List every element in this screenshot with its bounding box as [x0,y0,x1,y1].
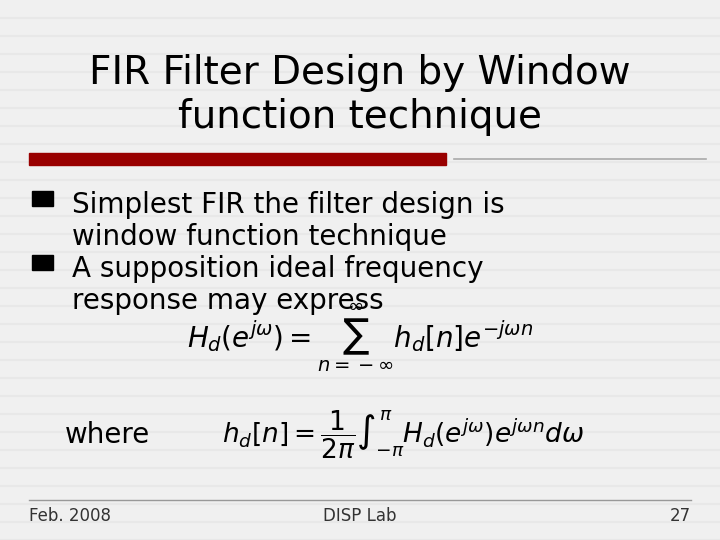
Bar [32,191,53,206]
Text: 27: 27 [670,507,691,525]
Text: $h_d[n] = \dfrac{1}{2\pi}\int_{-\pi}^{\pi} H_d(e^{j\omega})e^{j\omega n}d\omega$: $h_d[n] = \dfrac{1}{2\pi}\int_{-\pi}^{\p… [222,408,585,461]
Text: $H_d(e^{j\omega}) = \sum_{n=-\infty}^{\infty} h_d[n]e^{-j\omega n}$: $H_d(e^{j\omega}) = \sum_{n=-\infty}^{\i… [187,301,533,374]
Text: where: where [65,421,150,449]
Bar [29,153,446,165]
Text: FIR Filter Design by Window
function technique: FIR Filter Design by Window function tec… [89,54,631,136]
Text: DISP Lab: DISP Lab [323,507,397,525]
Bar [32,255,53,270]
Text: Simplest FIR the filter design is
window function technique: Simplest FIR the filter design is window… [72,191,505,251]
Text: A supposition ideal frequency
response may express: A supposition ideal frequency response m… [72,255,484,315]
Text: Feb. 2008: Feb. 2008 [29,507,111,525]
